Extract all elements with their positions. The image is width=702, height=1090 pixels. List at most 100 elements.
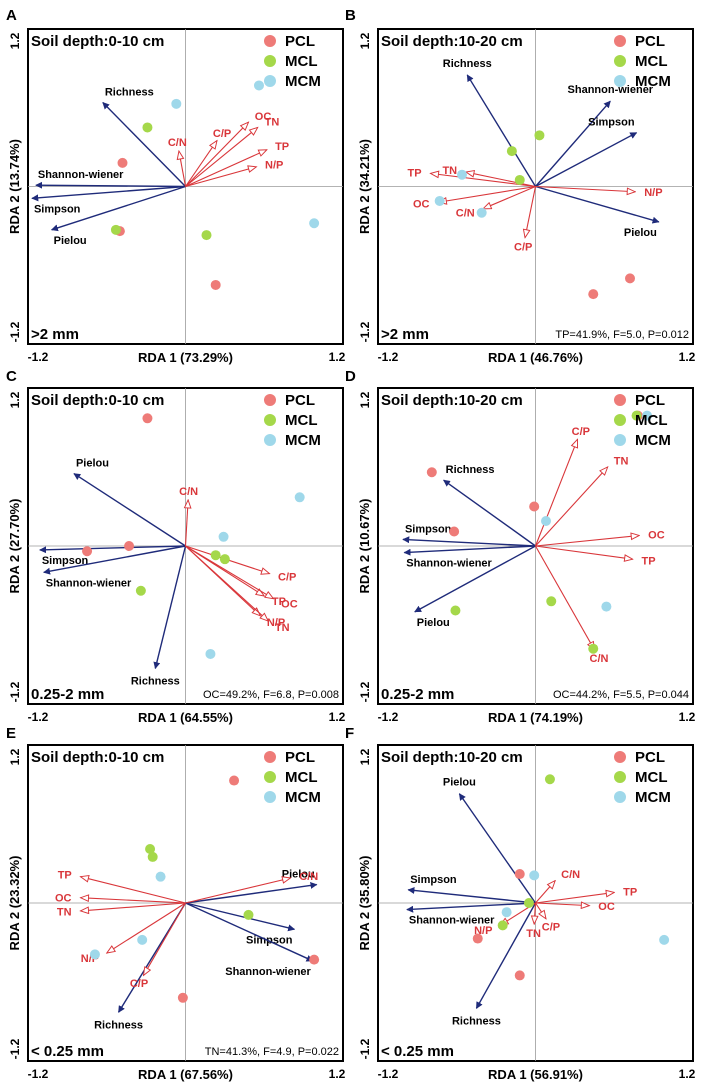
env-arrow-c-n bbox=[186, 500, 189, 547]
panel-a: A Soil depth:0-10 cm >2 mm -1.2 1.2 1.2 -1.2 RD… bbox=[6, 7, 346, 365]
legend-label-mcl: MCL bbox=[285, 412, 318, 429]
panel-title: Soil depth:0-10 cm bbox=[31, 33, 164, 50]
legend-marker-pcl bbox=[614, 751, 626, 763]
sample-point-pcl bbox=[472, 933, 483, 944]
sample-point-pcl bbox=[210, 279, 221, 290]
legend-label-mcl: MCL bbox=[635, 412, 668, 429]
panel-title: Soil depth:10-20 cm bbox=[381, 33, 523, 50]
species-arrow-shannon-wiener bbox=[35, 181, 186, 189]
sample-point-mcm bbox=[457, 169, 467, 180]
sample-point-mcm bbox=[155, 871, 166, 882]
sample-point-mcl bbox=[534, 130, 545, 141]
env-arrow-label: OC bbox=[598, 901, 615, 913]
x-axis-label: RDA 1 (56.91%) bbox=[488, 1067, 583, 1082]
size-class-label: < 0.25 mm bbox=[381, 1043, 454, 1060]
legend-label-mcm: MCM bbox=[285, 432, 321, 449]
size-class-label: 0.25-2 mm bbox=[31, 686, 104, 703]
env-arrow-c-n bbox=[535, 881, 556, 904]
y-tick-label: 1.2 bbox=[8, 32, 22, 49]
env-arrow-tp bbox=[535, 545, 633, 559]
env-arrow-n-p bbox=[107, 902, 186, 953]
sample-point-mcl bbox=[110, 224, 121, 235]
species-arrow-simpson bbox=[407, 886, 536, 904]
sample-point-mcl bbox=[145, 844, 156, 855]
x-axis-label: RDA 1 (73.29%) bbox=[138, 350, 233, 365]
size-class-label: >2 mm bbox=[381, 326, 429, 343]
panel-title: Soil depth:10-20 cm bbox=[381, 392, 523, 409]
x-axis-label: RDA 1 (74.19%) bbox=[488, 710, 583, 725]
env-arrow-tn bbox=[535, 467, 608, 547]
x-tick-label: 1.2 bbox=[329, 350, 346, 364]
panel-label: D bbox=[345, 368, 356, 385]
env-arrow-label: TN bbox=[275, 622, 290, 634]
env-arrow-tp bbox=[535, 892, 615, 904]
env-arrow-c-p bbox=[535, 902, 547, 919]
panel-title: Soil depth:10-20 cm bbox=[381, 749, 523, 766]
x-axis-label: RDA 1 (67.56%) bbox=[138, 1067, 233, 1082]
legend-marker-pcl bbox=[264, 751, 276, 763]
legend-marker-mcl bbox=[264, 55, 276, 67]
y-axis-label: RDA 2 (13.74%) bbox=[7, 139, 22, 234]
size-class-label: < 0.25 mm bbox=[31, 1043, 104, 1060]
sample-point-mcm bbox=[254, 80, 264, 91]
x-tick-label: 1.2 bbox=[679, 350, 696, 364]
size-class-label: >2 mm bbox=[31, 326, 79, 343]
sample-point-mcl bbox=[147, 851, 158, 862]
y-tick-label: 1.2 bbox=[358, 391, 372, 408]
y-tick-label: -1.2 bbox=[8, 1038, 22, 1059]
x-tick-label: -1.2 bbox=[378, 1067, 399, 1081]
species-arrow-pielou bbox=[414, 545, 536, 613]
env-arrow-c-p bbox=[534, 439, 578, 547]
species-arrow-simpson bbox=[535, 132, 638, 188]
panel-e: E Soil depth:0-10 cm < 0.25 mm TN=41.3%, F=… bbox=[6, 725, 346, 1082]
sample-point-mcm bbox=[529, 870, 540, 881]
legend-label-pcl: PCL bbox=[635, 33, 665, 50]
env-arrow-label: OC bbox=[255, 111, 272, 123]
env-arrow-tn bbox=[81, 902, 186, 911]
size-class-label: 0.25-2 mm bbox=[381, 686, 454, 703]
species-arrow-label: Shannon-wiener bbox=[409, 915, 495, 927]
env-arrow-label: TP bbox=[623, 886, 637, 898]
env-arrow-label: C/P bbox=[278, 571, 296, 583]
species-arrow-shannon-wiener bbox=[534, 100, 611, 187]
sample-point-mcm bbox=[89, 949, 100, 960]
sample-point-pcl bbox=[142, 413, 153, 424]
legend-label-mcm: MCM bbox=[635, 789, 671, 806]
legend-label-mcm: MCM bbox=[635, 73, 671, 90]
env-arrow-tn bbox=[534, 902, 535, 924]
species-arrow-richness bbox=[443, 479, 536, 547]
sample-point-mcm bbox=[205, 648, 216, 659]
env-arrow-oc bbox=[438, 185, 536, 203]
legend-label-mcm: MCM bbox=[635, 432, 671, 449]
sample-point-pcl bbox=[514, 869, 525, 880]
env-arrow-tp bbox=[81, 877, 186, 904]
env-arrow-oc bbox=[535, 535, 640, 547]
legend-marker-mcm bbox=[264, 791, 276, 803]
species-arrow-label: Shannon-wiener bbox=[568, 84, 654, 96]
species-arrow-richness bbox=[102, 102, 186, 187]
sample-point-mcm bbox=[137, 934, 148, 945]
legend-marker-mcm bbox=[614, 791, 626, 803]
panel-f: F Soil depth:10-20 cm < 0.25 mm -1.2 1.2 1.2 -… bbox=[345, 725, 696, 1082]
sample-point-mcl bbox=[201, 230, 212, 241]
species-arrow-simpson bbox=[39, 545, 186, 554]
legend-label-pcl: PCL bbox=[635, 392, 665, 409]
env-arrow-c-n bbox=[179, 151, 187, 187]
env-arrow-label: C/P bbox=[542, 921, 560, 933]
env-arrow-label: OC bbox=[281, 598, 298, 610]
sample-point-mcm bbox=[476, 207, 487, 218]
y-tick-label: -1.2 bbox=[358, 681, 372, 702]
legend-label-mcl: MCL bbox=[635, 53, 668, 70]
sample-point-pcl bbox=[426, 467, 437, 478]
sample-point-mcm bbox=[309, 218, 320, 229]
sample-point-mcl bbox=[631, 410, 642, 421]
panel-label: B bbox=[345, 7, 356, 24]
env-arrow-oc bbox=[185, 545, 274, 599]
env-arrow-label: TP bbox=[642, 555, 656, 567]
env-arrow-label: C/P bbox=[130, 978, 148, 990]
species-arrow-label: Richness bbox=[446, 464, 495, 476]
stats-label: OC=49.2%, F=6.8, P=0.008 bbox=[203, 689, 339, 701]
sample-point-mcm bbox=[541, 515, 551, 526]
species-arrow-label: Shannon-wiener bbox=[225, 966, 311, 978]
